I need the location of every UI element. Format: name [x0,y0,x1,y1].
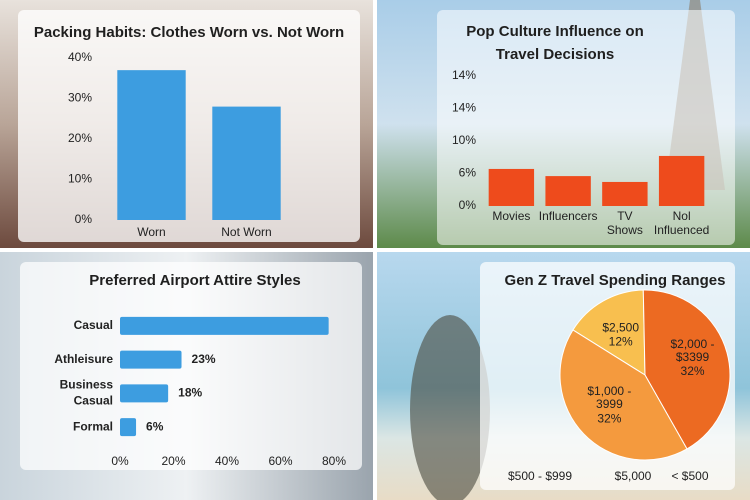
bottom-label: < $500 [671,469,708,483]
pie-slice [559,329,688,461]
y-tick-label: Casual [74,318,113,332]
bottom-label: $500 - $999 [508,469,572,483]
bar [658,155,705,206]
value-label: 6% [146,419,164,433]
x-tick-label: Nol Influenced [654,209,709,237]
x-tick-label: 60% [268,454,292,468]
y-tick-label: 0% [75,212,93,226]
y-tick-label: 14% [452,68,476,82]
x-tick-label: 20% [161,454,185,468]
bar [488,168,535,206]
y-tick-label: 40% [68,50,92,64]
x-tick-label: Influencers [539,209,598,223]
value-label: 23% [192,352,216,366]
bar [120,418,137,437]
y-tick-label: Business Casual [60,378,114,408]
x-tick-label: Movies [492,209,530,223]
bar [120,384,169,403]
y-tick-label: 20% [68,131,92,145]
x-tick-label: TV Shows [607,209,643,237]
y-tick-label: 6% [459,166,477,180]
pie-slice [572,289,646,376]
bar [602,181,648,206]
slice-label: $2,500 [602,320,639,334]
x-tick-label: 80% [322,454,346,468]
value-label: 32% [597,411,621,425]
y-tick-label: 10% [452,133,476,147]
bar [117,70,186,221]
chart-title: Packing Habits: Clothes Worn vs. Not Wor… [34,24,344,41]
slice-label: $2,000 -$3399 [671,337,715,364]
y-tick-label: 30% [68,91,92,105]
slice-label: $1,000 -3999 [587,384,631,411]
y-tick-label: 14% [452,101,476,115]
person [410,315,490,500]
card [20,262,362,470]
x-tick-label: Worn [137,225,165,239]
bar [120,350,182,369]
chart-title: Pop Culture Influence on Travel Decisions [466,23,644,63]
chart-title: Preferred Airport Attire Styles [89,272,300,289]
bar [120,316,329,335]
y-tick-label: 10% [68,172,92,186]
value-label: 32% [681,364,705,378]
x-tick-label: 40% [215,454,239,468]
bottom-label: $5,000 [615,469,652,483]
x-tick-label: Not Worn [221,225,271,239]
value-label: 18% [178,386,202,400]
card [18,10,360,242]
value-label: 12% [609,334,633,348]
x-tick-label: 0% [111,454,129,468]
chart-title: Gen Z Travel Spending Ranges [505,272,726,289]
bar [212,106,281,220]
bar [545,176,591,206]
y-tick-label: Formal [73,419,113,433]
y-tick-label: 0% [459,198,477,212]
y-tick-label: Athleisure [54,352,113,366]
